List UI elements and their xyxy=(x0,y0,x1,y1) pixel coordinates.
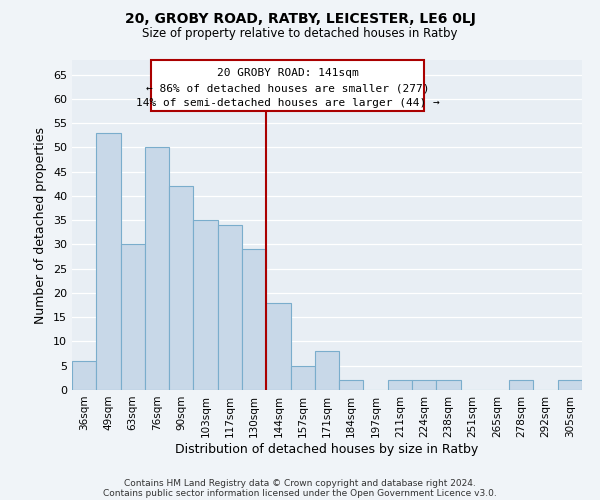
Text: Size of property relative to detached houses in Ratby: Size of property relative to detached ho… xyxy=(142,28,458,40)
Bar xyxy=(72,361,96,390)
Y-axis label: Number of detached properties: Number of detached properties xyxy=(34,126,47,324)
Bar xyxy=(242,250,266,390)
Bar xyxy=(558,380,582,390)
Bar xyxy=(169,186,193,390)
Bar xyxy=(388,380,412,390)
Bar xyxy=(290,366,315,390)
Bar xyxy=(121,244,145,390)
Bar xyxy=(412,380,436,390)
Bar xyxy=(436,380,461,390)
Text: 20, GROBY ROAD, RATBY, LEICESTER, LE6 0LJ: 20, GROBY ROAD, RATBY, LEICESTER, LE6 0L… xyxy=(125,12,475,26)
FancyBboxPatch shape xyxy=(151,60,424,111)
Bar xyxy=(315,351,339,390)
Text: Contains public sector information licensed under the Open Government Licence v3: Contains public sector information licen… xyxy=(103,488,497,498)
Text: ← 86% of detached houses are smaller (277): ← 86% of detached houses are smaller (27… xyxy=(146,83,429,93)
Text: 20 GROBY ROAD: 141sqm: 20 GROBY ROAD: 141sqm xyxy=(217,68,358,78)
Bar xyxy=(509,380,533,390)
Bar xyxy=(145,148,169,390)
Text: 14% of semi-detached houses are larger (44) →: 14% of semi-detached houses are larger (… xyxy=(136,98,439,108)
X-axis label: Distribution of detached houses by size in Ratby: Distribution of detached houses by size … xyxy=(175,442,479,456)
Text: Contains HM Land Registry data © Crown copyright and database right 2024.: Contains HM Land Registry data © Crown c… xyxy=(124,478,476,488)
Bar xyxy=(96,133,121,390)
Bar xyxy=(266,302,290,390)
Bar xyxy=(339,380,364,390)
Bar xyxy=(218,225,242,390)
Bar xyxy=(193,220,218,390)
